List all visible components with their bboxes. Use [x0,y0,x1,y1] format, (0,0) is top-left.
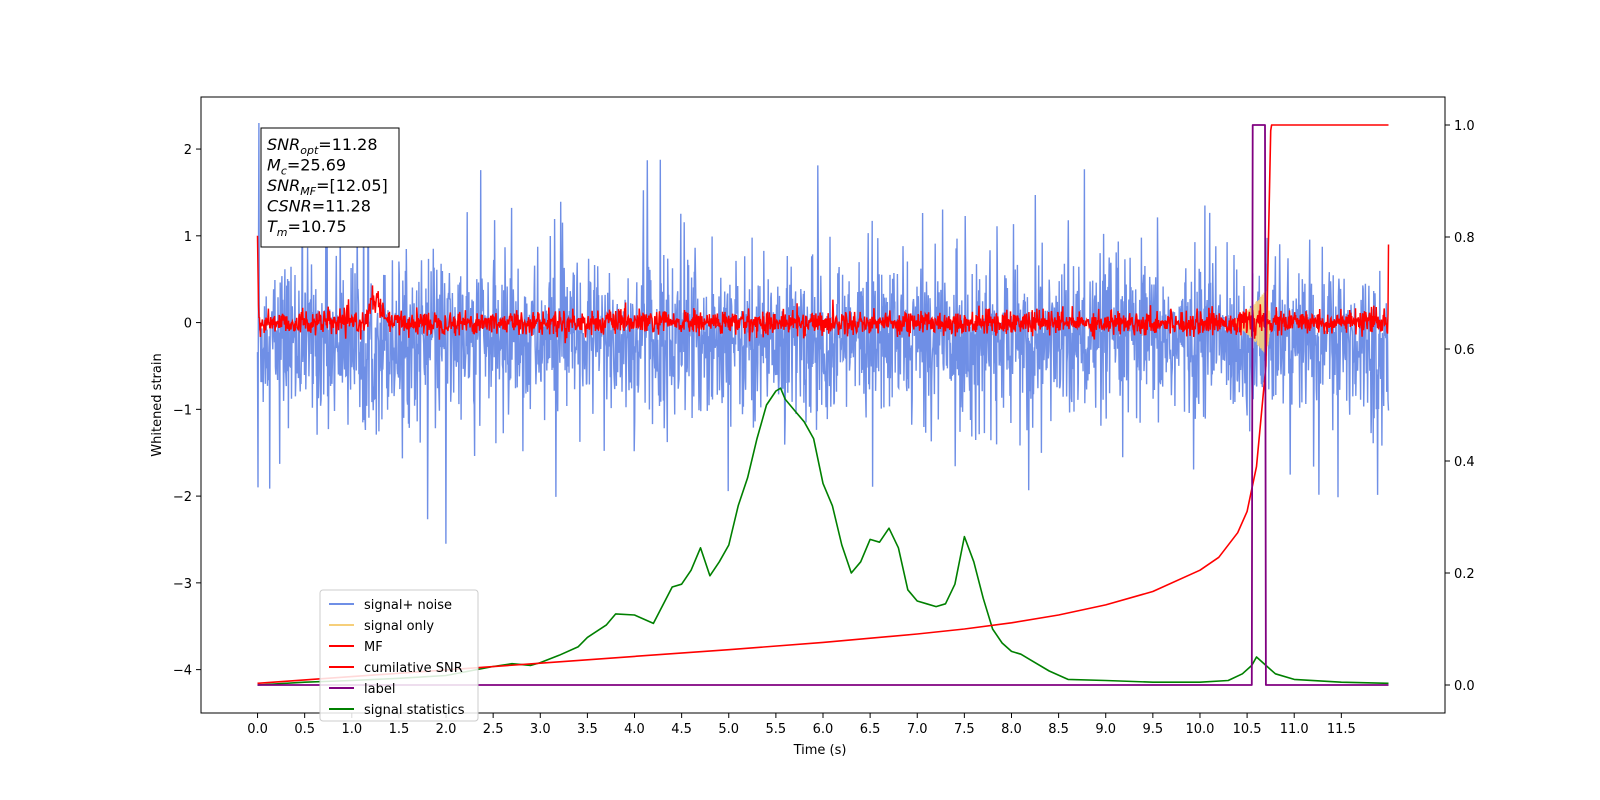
y-right-tick-label: 0.0 [1454,679,1475,694]
x-tick-label: 8.5 [1048,722,1069,737]
y-right-tick-label: 0.6 [1454,343,1475,358]
x-tick-label: 3.5 [577,722,598,737]
x-tick-label: 1.0 [341,722,362,737]
legend-entry-label: label [364,682,395,697]
x-tick-label: 11.5 [1327,722,1356,737]
x-tick-label: 7.5 [954,722,975,737]
legend-entry-label: signal only [364,619,434,634]
series-cumulative-snr [257,124,1389,685]
y-left-tick-label: −2 [173,490,192,505]
series-mf [256,235,1390,344]
x-tick-label: 2.5 [483,722,504,737]
y-left-tick-label: 2 [184,143,192,158]
x-tick-label: 7.0 [907,722,928,737]
y-left-tick-label: −3 [173,577,192,592]
series-signal-statistics [257,387,1389,686]
y-right-tick-label: 1.0 [1454,119,1475,134]
info-line: Tm=10.75 [267,217,347,239]
info-line: SNRopt=11.28 [267,135,378,157]
x-tick-label: 10.0 [1185,722,1214,737]
x-axis-ticks: 0.0 0.5 1.0 1.5 2.0 2.5 3.0 3.5 4.0 4.5 5.0 5.5 6.0 6… [247,713,1356,737]
x-tick-label: 9.5 [1143,722,1164,737]
x-tick-label: 10.5 [1233,722,1262,737]
y-left-tick-label: 1 [184,230,192,245]
right-y-axis-ticks: 1.0 0.8 0.6 0.4 0.2 0.0 [1445,119,1475,694]
x-tick-label: 0.5 [294,722,315,737]
legend-frame [319,589,479,722]
series-label [257,124,1389,686]
legend-entry-label: MF [364,640,383,655]
y-right-tick-label: 0.2 [1454,567,1475,582]
x-tick-label: 11.0 [1280,722,1309,737]
x-tick-label: 9.0 [1095,722,1116,737]
info-line: Mc=25.69 [267,156,346,178]
legend-entry-label: signal statistics [364,703,465,718]
legend-entry-label: cumilative SNR [364,661,463,676]
legend: signal+ noise signal only MF cumilative SNR… [319,589,479,722]
y-right-tick-label: 0.8 [1454,231,1475,246]
x-tick-label: 0.0 [247,722,268,737]
x-tick-label: 3.0 [530,722,551,737]
x-tick-label: 4.0 [624,722,645,737]
series-layer [256,122,1390,686]
legend-entry-label: signal+ noise [364,598,452,613]
info-line: CSNR=11.28 [267,197,371,216]
y-axis-label: Whitened strain [150,353,165,456]
x-tick-label: 5.0 [718,722,739,737]
x-tick-label: 6.5 [860,722,881,737]
y-left-tick-label: −1 [173,403,192,418]
y-left-tick-label: −4 [173,664,192,679]
x-tick-label: 4.5 [671,722,692,737]
info-box: SNRopt=11.28Mc=25.69SNRMF=[12.05]CSNR=11… [260,127,400,248]
x-tick-label: 2.0 [436,722,457,737]
y-right-tick-label: 0.4 [1454,455,1475,470]
left-y-axis-ticks: 2 1 0 −1 −2 −3 −4 [173,143,201,679]
info-box-frame [260,127,400,248]
series-signal-plus-noise [256,122,1390,544]
x-tick-label: 1.5 [389,722,410,737]
x-tick-label: 5.5 [766,722,787,737]
info-line: SNRMF=[12.05] [267,176,388,198]
x-tick-label: 6.0 [813,722,834,737]
y-left-tick-label: 0 [184,317,192,332]
x-tick-label: 8.0 [1001,722,1022,737]
x-axis-label: Time (s) [793,743,847,758]
